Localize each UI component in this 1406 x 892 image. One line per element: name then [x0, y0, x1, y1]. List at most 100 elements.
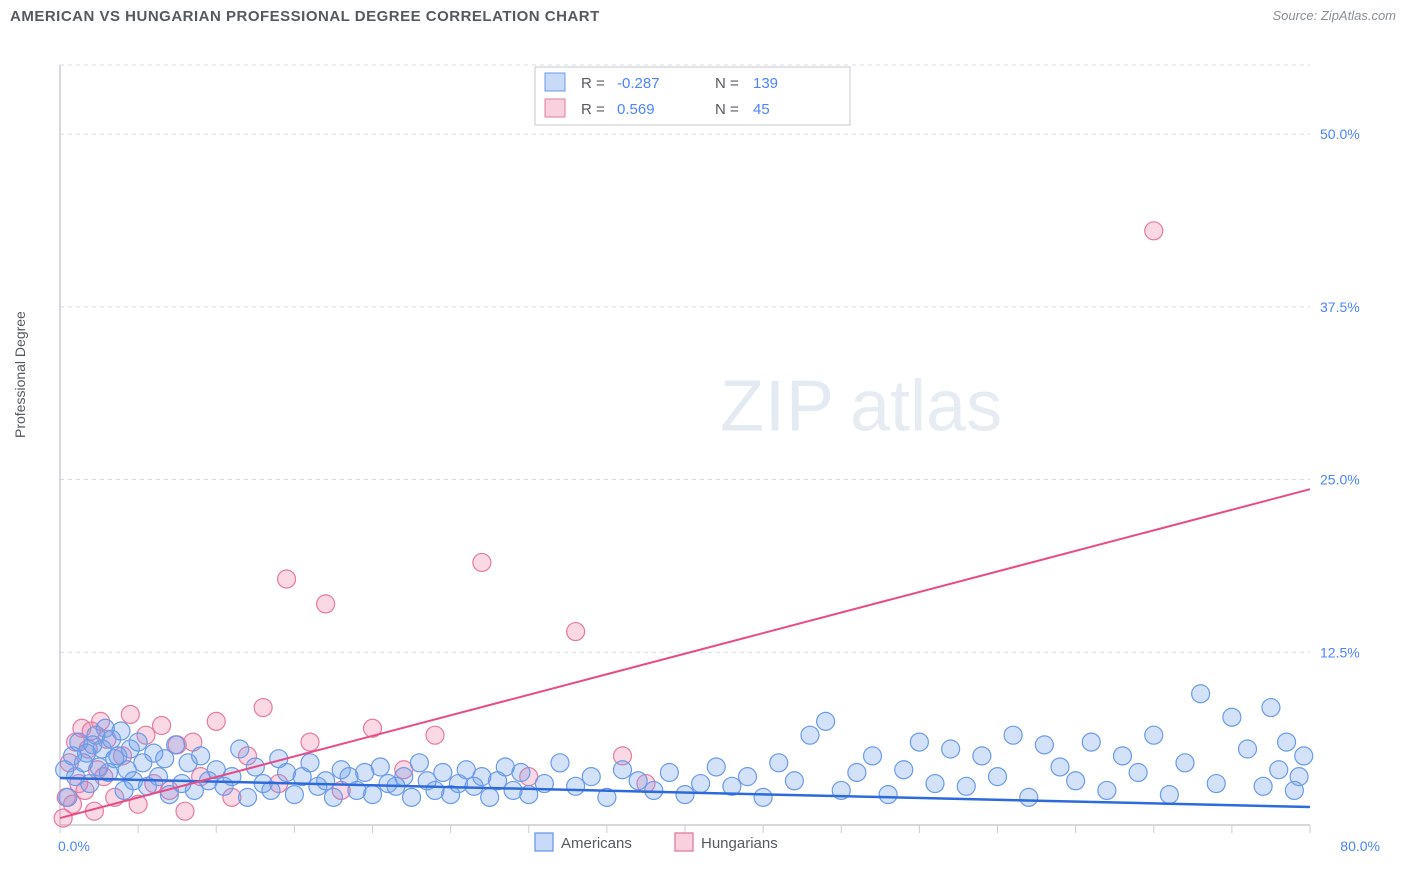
data-point-americans [1176, 754, 1194, 772]
data-point-americans [879, 786, 897, 804]
data-point-americans [371, 758, 389, 776]
data-point-americans [1254, 777, 1272, 795]
source-label: Source: ZipAtlas.com [1272, 8, 1396, 23]
data-point-hungarians [426, 726, 444, 744]
data-point-americans [614, 761, 632, 779]
data-point-americans [1067, 772, 1085, 790]
data-point-americans [770, 754, 788, 772]
data-point-americans [364, 786, 382, 804]
stats-n-label: N = [715, 75, 739, 92]
data-point-americans [301, 754, 319, 772]
data-point-americans [957, 777, 975, 795]
y-tick-label: 37.5% [1320, 299, 1360, 315]
trendline-hungarians [60, 489, 1310, 818]
x-min-label: 0.0% [58, 838, 90, 854]
data-point-hungarians [153, 717, 171, 735]
chart-title: AMERICAN VS HUNGARIAN PROFESSIONAL DEGRE… [10, 8, 600, 25]
y-axis-label: Professional Degree [12, 311, 28, 438]
data-point-americans [1192, 685, 1210, 703]
data-point-americans [239, 788, 257, 806]
y-tick-label: 12.5% [1320, 644, 1360, 660]
data-point-americans [512, 763, 530, 781]
stats-n-value: 45 [753, 101, 770, 118]
data-point-americans [1051, 758, 1069, 776]
data-point-americans [567, 777, 585, 795]
data-point-americans [167, 736, 185, 754]
data-point-americans [410, 754, 428, 772]
data-point-americans [112, 722, 130, 740]
data-point-americans [231, 740, 249, 758]
data-point-americans [81, 775, 99, 793]
watermark: atlas [850, 366, 1002, 446]
data-point-americans [1270, 761, 1288, 779]
data-point-americans [801, 726, 819, 744]
data-point-americans [1145, 726, 1163, 744]
chart-container: 12.5% 25.0% 37.5% 50.0% ZIPatlas 0.0% 80.0% Ame… [50, 45, 1390, 865]
data-point-americans [582, 768, 600, 786]
data-point-americans [739, 768, 757, 786]
data-point-hungarians [207, 712, 225, 730]
data-point-americans [1290, 768, 1308, 786]
data-point-americans [1035, 736, 1053, 754]
data-point-americans [629, 772, 647, 790]
data-point-americans [910, 733, 928, 751]
data-point-hungarians [176, 802, 194, 820]
stats-r-label: R = [581, 101, 605, 118]
stats-swatch [545, 73, 565, 91]
stats-n-label: N = [715, 101, 739, 118]
data-point-americans [551, 754, 569, 772]
data-point-americans [1262, 699, 1280, 717]
data-point-americans [973, 747, 991, 765]
watermark: ZIP [720, 366, 835, 446]
data-point-americans [1098, 781, 1116, 799]
data-point-americans [692, 775, 710, 793]
data-point-americans [1160, 786, 1178, 804]
data-point-americans [481, 788, 499, 806]
data-point-hungarians [473, 553, 491, 571]
data-point-americans [149, 768, 167, 786]
data-point-americans [895, 761, 913, 779]
legend-label-hungarians: Hungarians [701, 835, 778, 852]
data-point-americans [848, 763, 866, 781]
data-point-americans [1114, 747, 1132, 765]
x-max-label: 80.0% [1340, 838, 1380, 854]
data-point-americans [942, 740, 960, 758]
data-point-americans [926, 775, 944, 793]
y-tick-label: 50.0% [1320, 126, 1360, 142]
data-point-americans [324, 788, 342, 806]
data-point-hungarians [1145, 222, 1163, 240]
data-point-americans [1239, 740, 1257, 758]
data-point-hungarians [301, 733, 319, 751]
legend-swatch-americans [535, 833, 553, 851]
data-point-americans [1207, 775, 1225, 793]
stats-r-value: -0.287 [617, 75, 660, 92]
data-point-americans [754, 788, 772, 806]
scatter-chart: 12.5% 25.0% 37.5% 50.0% ZIPatlas 0.0% 80.0% Ame… [50, 45, 1390, 865]
data-point-americans [129, 733, 147, 751]
y-tick-label: 25.0% [1320, 472, 1360, 488]
data-point-americans [1278, 733, 1296, 751]
data-point-hungarians [278, 570, 296, 588]
data-point-americans [676, 786, 694, 804]
data-point-americans [192, 747, 210, 765]
data-point-hungarians [254, 699, 272, 717]
data-point-americans [395, 768, 413, 786]
data-point-americans [817, 712, 835, 730]
data-point-hungarians [567, 623, 585, 641]
data-point-hungarians [121, 705, 139, 723]
data-point-americans [1223, 708, 1241, 726]
data-point-americans [434, 763, 452, 781]
data-point-americans [1004, 726, 1022, 744]
data-point-americans [1082, 733, 1100, 751]
data-point-americans [989, 768, 1007, 786]
data-point-americans [1295, 747, 1313, 765]
stats-n-value: 139 [753, 75, 778, 92]
stats-r-value: 0.569 [617, 101, 655, 118]
data-point-americans [59, 788, 77, 806]
data-point-americans [864, 747, 882, 765]
data-point-americans [707, 758, 725, 776]
stats-r-label: R = [581, 75, 605, 92]
data-point-americans [403, 788, 421, 806]
legend-label-americans: Americans [561, 835, 632, 852]
data-point-americans [317, 772, 335, 790]
